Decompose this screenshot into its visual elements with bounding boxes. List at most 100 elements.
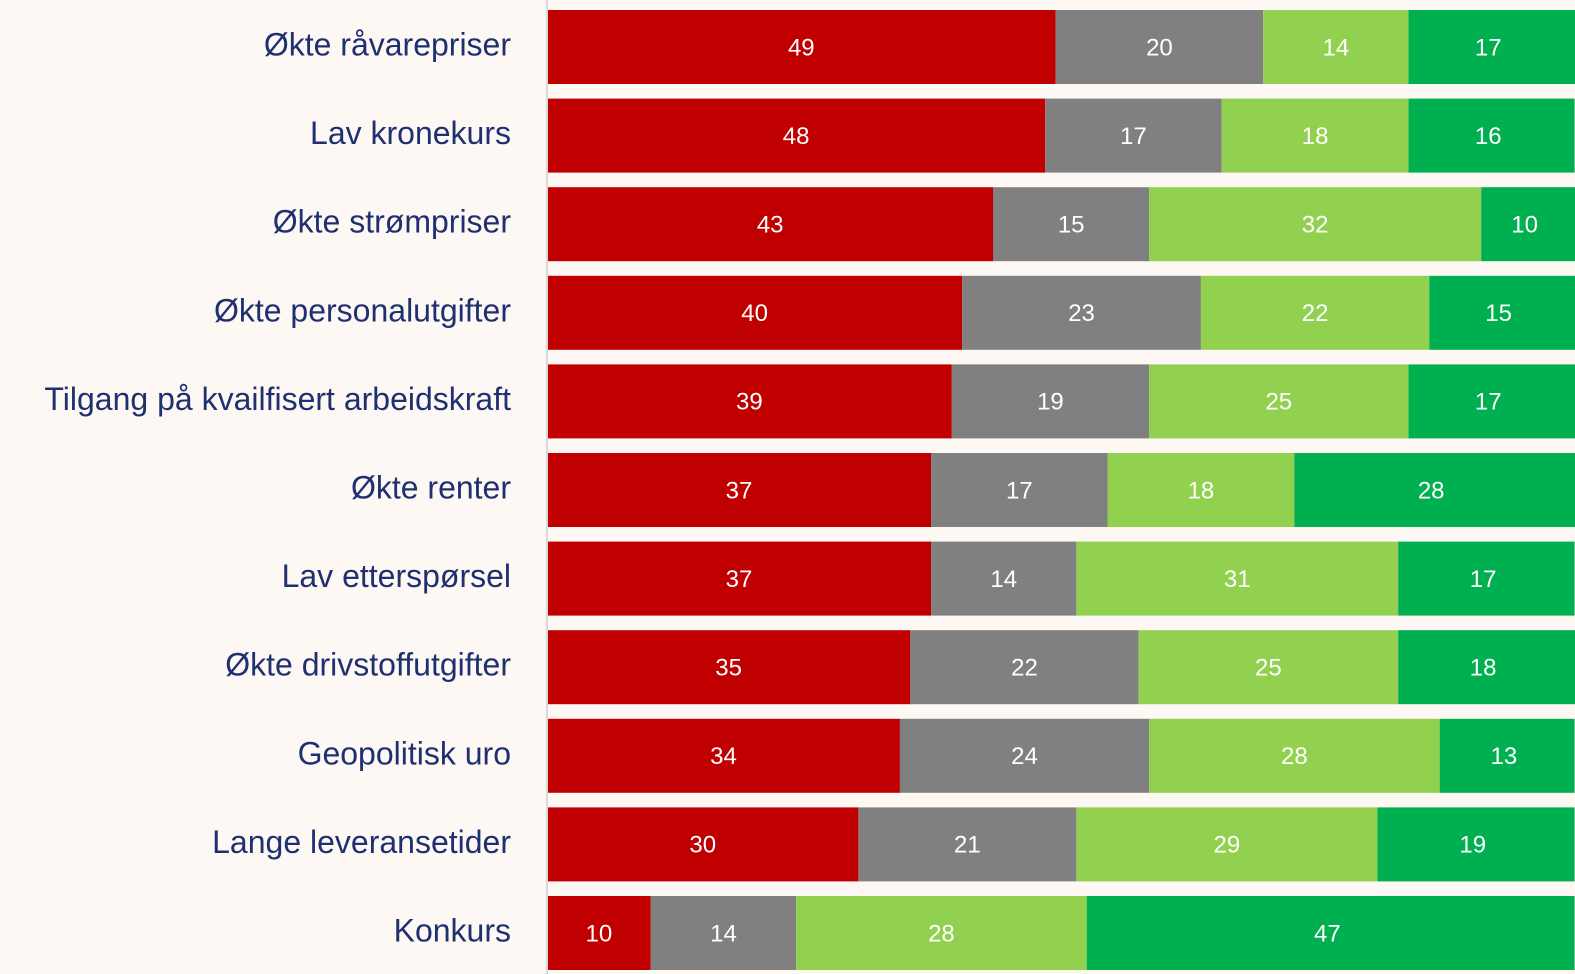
category-label: Konkurs (394, 912, 511, 948)
data-label: 22 (1011, 655, 1038, 682)
data-label: 43 (757, 212, 784, 239)
bar-segment (1408, 364, 1575, 439)
data-label: 28 (928, 920, 955, 947)
data-label: 21 (954, 832, 981, 859)
bar-segment (951, 364, 1150, 439)
bar-segment (547, 896, 651, 970)
data-label: 17 (1120, 123, 1147, 150)
data-label: 18 (1188, 477, 1215, 504)
bar-segment (962, 275, 1201, 350)
bar-segment (547, 807, 859, 882)
bar-segment (1055, 10, 1264, 84)
data-label: 17 (1475, 389, 1502, 416)
data-label: 14 (710, 920, 737, 947)
bar-segment (1263, 10, 1409, 84)
bar-segment (1149, 364, 1409, 439)
bar-segment (1398, 541, 1575, 616)
bar-segment (547, 718, 900, 793)
bar-segment (1086, 896, 1575, 970)
category-label: Økte strømpriser (273, 204, 512, 240)
data-label: 35 (715, 655, 742, 682)
data-label: 48 (783, 123, 810, 150)
bar-segment (1294, 453, 1575, 527)
bar-segment (1408, 10, 1575, 84)
data-label: 24 (1011, 743, 1038, 770)
data-label: 39 (736, 389, 763, 416)
category-label: Tilgang på kvailfisert arbeidskraft (44, 381, 511, 417)
data-label: 31 (1224, 566, 1251, 593)
bar-segment (910, 630, 1139, 705)
data-label: 13 (1490, 743, 1517, 770)
category-label: Lav etterspørsel (282, 558, 511, 594)
bar-segment (1429, 275, 1575, 350)
data-label: 28 (1418, 477, 1445, 504)
data-label: 17 (1006, 477, 1033, 504)
bar-segment (547, 453, 932, 527)
bar-segment (858, 807, 1077, 882)
bar-segment (796, 896, 1087, 970)
bar-segment (1149, 718, 1440, 793)
data-label: 19 (1037, 389, 1064, 416)
bar-segment (1398, 630, 1575, 705)
category-label: Lange leveransetider (212, 824, 511, 860)
bar-segment (1481, 187, 1575, 262)
bar-segment (931, 453, 1108, 527)
data-label: 17 (1470, 566, 1497, 593)
data-label: 25 (1255, 655, 1282, 682)
data-label: 40 (741, 300, 768, 327)
data-label: 30 (689, 832, 716, 859)
data-label: 16 (1475, 123, 1502, 150)
bar-segment (1045, 98, 1222, 173)
category-label: Økte renter (351, 469, 511, 505)
bar-segment (650, 896, 797, 970)
data-label: 15 (1058, 212, 1085, 239)
data-label: 10 (1511, 212, 1538, 239)
bar-segment (547, 541, 932, 616)
bar-segment (547, 364, 952, 439)
bar-segment (547, 98, 1046, 173)
data-label: 20 (1146, 34, 1173, 61)
bar-segment (1149, 187, 1482, 262)
bar-segment (1076, 807, 1378, 882)
bar-segment (993, 187, 1150, 262)
bar-segment (1221, 98, 1409, 173)
bar-segment (1377, 807, 1575, 882)
bar-segment (899, 718, 1150, 793)
bar-segment (1439, 718, 1575, 793)
data-label: 32 (1302, 212, 1329, 239)
bar-segment (1408, 98, 1575, 173)
data-label: 49 (788, 34, 815, 61)
data-label: 14 (1323, 34, 1350, 61)
data-label: 37 (726, 566, 753, 593)
data-label: 28 (1281, 743, 1308, 770)
bar-segment (547, 275, 963, 350)
data-label: 15 (1485, 300, 1512, 327)
bar-segment (547, 187, 994, 262)
bar-segment (1076, 541, 1399, 616)
data-label: 22 (1302, 300, 1329, 327)
data-label: 18 (1470, 655, 1497, 682)
bar-segment (547, 630, 911, 705)
category-label: Økte drivstoffutgifter (225, 647, 511, 683)
category-label: Geopolitisk uro (298, 735, 511, 771)
category-label: Økte personalutgifter (214, 292, 511, 328)
data-label: 10 (586, 920, 613, 947)
bar-segment (1107, 453, 1295, 527)
bar-segment (547, 10, 1056, 84)
category-label: Lav kronekurs (310, 115, 511, 151)
data-label: 25 (1265, 389, 1292, 416)
data-label: 23 (1068, 300, 1095, 327)
data-label: 47 (1314, 920, 1341, 947)
data-label: 17 (1475, 34, 1502, 61)
bar-segment (931, 541, 1077, 616)
data-label: 14 (990, 566, 1017, 593)
bar-segment (1200, 275, 1430, 350)
data-label: 29 (1214, 832, 1241, 859)
data-label: 37 (726, 477, 753, 504)
category-label: Økte råvarepriser (264, 26, 512, 62)
data-label: 34 (710, 743, 737, 770)
data-label: 18 (1302, 123, 1329, 150)
bar-segment (1138, 630, 1399, 705)
data-label: 19 (1459, 832, 1486, 859)
